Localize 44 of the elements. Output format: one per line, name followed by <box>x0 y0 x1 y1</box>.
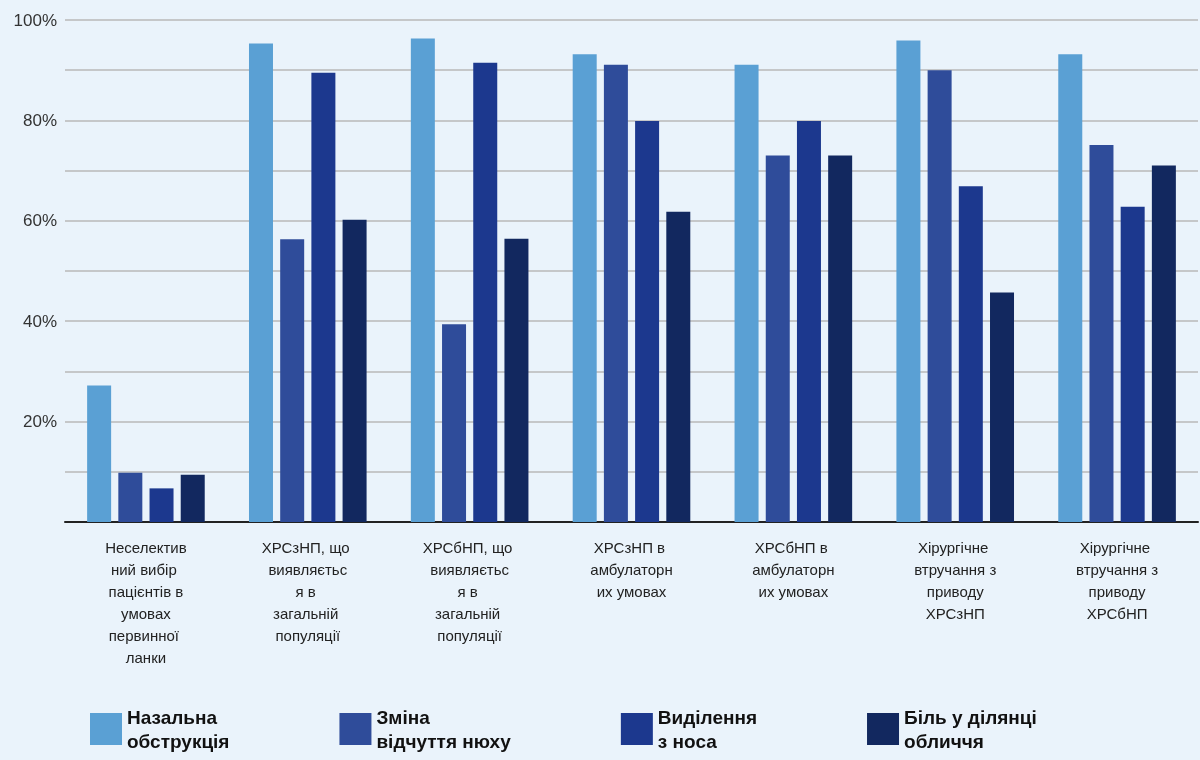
bar <box>442 324 467 522</box>
y-tick-label: 40% <box>22 311 57 331</box>
bar <box>958 186 983 522</box>
bar <box>828 155 853 522</box>
bar <box>796 120 821 522</box>
y-tick-label: 100% <box>13 10 57 30</box>
x-tick-label: ХРСбНП в амбулаторних умовах <box>752 538 835 600</box>
bar <box>1058 54 1083 522</box>
x-tick-label: Хірургічне втручання з приводу ХРСзНП <box>914 538 997 622</box>
y-tick-label: 60% <box>22 211 57 231</box>
bar <box>896 40 921 522</box>
legend-label: Біль у ділянці обличчя <box>904 706 1037 752</box>
bar <box>410 38 435 522</box>
x-tick-label: Неселективний вибір пацієнтів в умовах первинної ланки <box>105 538 187 666</box>
bar <box>504 238 529 522</box>
legend-label: Назальна обструкція <box>127 706 230 752</box>
bar <box>87 385 112 522</box>
x-tick-label: Хірургічне втручання з приводу ХРСбНП <box>1076 538 1159 622</box>
legend-label: Виділення з носа <box>657 706 758 752</box>
bar <box>1151 165 1176 522</box>
x-tick-label: ХРСбНП, що виявляється в загальній популяції <box>422 538 517 644</box>
bar <box>603 64 628 522</box>
bar <box>118 472 143 522</box>
bar <box>1089 145 1114 522</box>
bar <box>1120 206 1145 522</box>
bar <box>734 64 759 522</box>
bar <box>149 488 174 522</box>
bar <box>280 239 305 522</box>
y-tick-label: 20% <box>22 412 57 432</box>
bar <box>342 219 367 522</box>
bar <box>572 54 597 522</box>
legend-label: Зміна відчуття нюху <box>376 706 512 752</box>
bar <box>248 43 273 522</box>
y-tick-label: 80% <box>22 110 57 130</box>
bar <box>635 120 660 522</box>
x-tick-label: ХРСзНП в амбулаторних умовах <box>590 538 673 600</box>
bar <box>927 70 952 522</box>
bar <box>666 211 691 522</box>
x-tick-label: ХРСзНП, що виявляється в загальній популяції <box>261 538 354 644</box>
bar <box>180 474 205 522</box>
bar <box>473 62 498 522</box>
bar <box>990 292 1015 522</box>
bar <box>311 72 336 522</box>
bar <box>765 155 790 522</box>
